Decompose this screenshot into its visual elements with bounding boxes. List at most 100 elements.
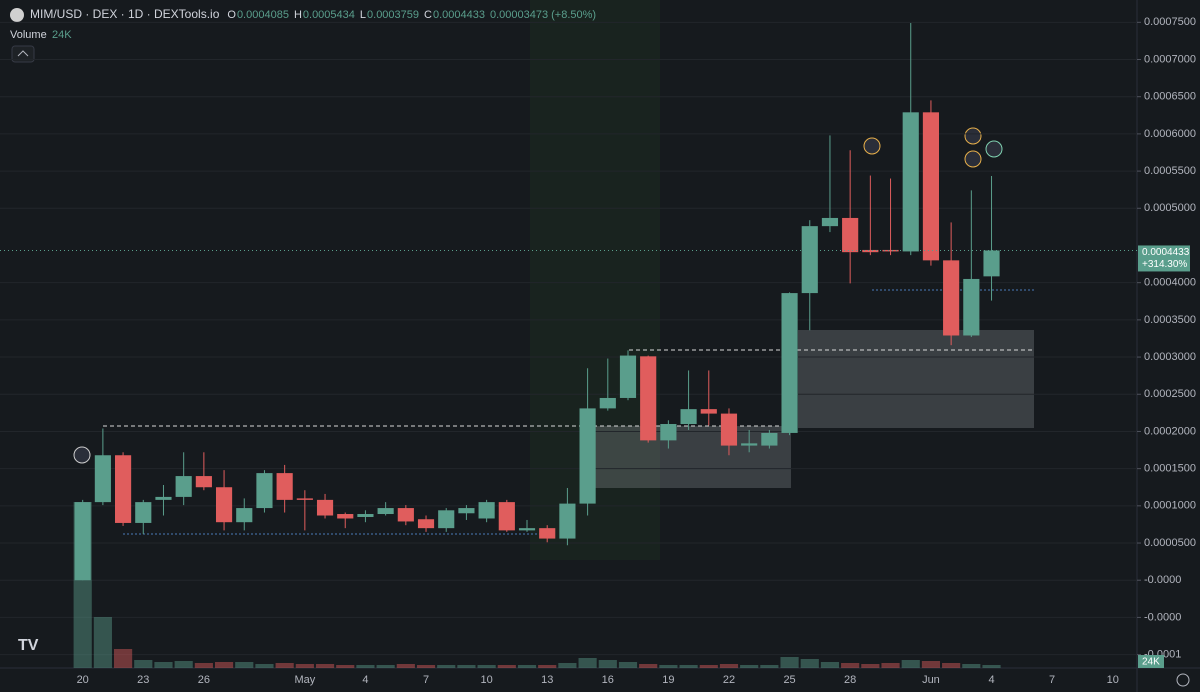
y-tick-label: 0.0003000 (1144, 351, 1196, 363)
y-tick-label: 0.0002500 (1144, 388, 1196, 400)
volume-bar (255, 664, 274, 668)
candle-body (741, 443, 758, 446)
x-tick-label: Jun (922, 674, 940, 686)
candle-body (559, 503, 576, 539)
ohlc-key: H (294, 9, 302, 21)
x-tick-label: 25 (783, 674, 795, 686)
ohlc-key: O (227, 9, 236, 21)
candle-body (438, 510, 455, 529)
volume-bar (618, 662, 638, 668)
y-tick-label: 0.0006000 (1144, 128, 1196, 140)
volume-bar (820, 662, 840, 668)
zone-box (798, 330, 1034, 428)
volume-bar (639, 664, 658, 668)
volume-bar (800, 659, 819, 668)
candle-body (781, 293, 798, 433)
volume-bar (760, 665, 779, 668)
candle-body (660, 424, 677, 441)
x-tick-label: 23 (137, 674, 149, 686)
candle-body (417, 519, 435, 529)
volume-bar (982, 665, 1001, 668)
candle-body (276, 473, 293, 500)
price-badge-value: 0.0004433 (1142, 247, 1190, 258)
chart-title: MIM/USD · DEX · 1D · DEXTools.io (30, 7, 220, 21)
volume-bar (315, 664, 335, 668)
candle-body (135, 502, 152, 523)
candle-body (539, 528, 556, 539)
x-tick-label: 13 (541, 674, 553, 686)
candle-body (842, 217, 859, 253)
candle-body (397, 508, 414, 522)
ohlc-value: 0.0005434 (303, 9, 355, 21)
ohlc-key: C (424, 9, 432, 21)
y-tick-label: 0.0006500 (1144, 91, 1196, 103)
y-tick-label: 0.0007500 (1144, 16, 1196, 28)
y-tick-label: 0.0002000 (1144, 425, 1196, 437)
candle-body (377, 508, 394, 515)
candle-body (882, 249, 899, 252)
volume-bar (457, 665, 476, 668)
candle-body (337, 514, 354, 519)
candle-body (801, 226, 818, 294)
volume-bar (376, 665, 395, 668)
candle-body (175, 476, 192, 497)
volume-bar (134, 660, 153, 668)
x-tick-label: 7 (423, 674, 429, 686)
y-tick-label: 0.0001000 (1144, 500, 1196, 512)
x-tick-label: 22 (723, 674, 735, 686)
event-icon[interactable] (73, 446, 91, 464)
candle-body (94, 455, 111, 503)
volume-bar (881, 663, 900, 668)
volume-bar (578, 658, 597, 668)
collapse-button[interactable] (11, 45, 35, 63)
event-icon[interactable] (985, 140, 1003, 158)
y-tick-label: -0.0000 (1144, 611, 1181, 623)
volume-bar (679, 665, 698, 668)
x-tick-label: 10 (480, 674, 492, 686)
candle-body (963, 278, 980, 336)
ohlc-key: L (360, 9, 366, 21)
logo (10, 8, 24, 22)
x-tick-label: 7 (1049, 674, 1055, 686)
event-icon[interactable] (863, 137, 881, 155)
x-tick-label: 26 (198, 674, 210, 686)
candle-body (357, 514, 374, 517)
volume-bar (497, 665, 516, 668)
ohlc-value: 0.0004085 (237, 9, 289, 21)
candle-body (922, 112, 940, 261)
candle-body (943, 260, 960, 336)
volume-bar (719, 664, 739, 668)
y-tick-label: 0.0005500 (1144, 165, 1196, 177)
y-tick-label: 0.0003500 (1144, 314, 1196, 326)
x-tick-label: 20 (77, 674, 89, 686)
candle-body (478, 502, 495, 519)
y-tick-label: 0.0004000 (1144, 277, 1196, 289)
candle-body (862, 249, 879, 253)
tv-logo: TV (18, 637, 39, 654)
volume-bar (174, 661, 193, 668)
candle-body (599, 397, 616, 409)
x-tick-label: 28 (844, 674, 856, 686)
settings-icon[interactable] (1176, 673, 1190, 687)
candle-body (761, 432, 778, 446)
volume-bar (942, 663, 961, 668)
candle-body (195, 476, 212, 488)
event-icon[interactable] (964, 127, 982, 145)
volume-bar (235, 662, 254, 668)
candle-body (316, 499, 334, 516)
volume-bar (780, 657, 799, 668)
collapse-icon (17, 50, 29, 57)
event-icon[interactable] (964, 150, 982, 168)
candle-body (115, 455, 132, 523)
candle-body (700, 409, 717, 414)
candle-body (983, 250, 1000, 277)
candle-body (458, 508, 475, 514)
candle-body (518, 528, 536, 531)
volume-bar (295, 664, 314, 668)
volume-bar (214, 662, 234, 668)
candle-body (215, 487, 233, 523)
candle-body (74, 502, 91, 581)
x-tick-label: 10 (1107, 674, 1119, 686)
volume-bar (901, 660, 920, 668)
